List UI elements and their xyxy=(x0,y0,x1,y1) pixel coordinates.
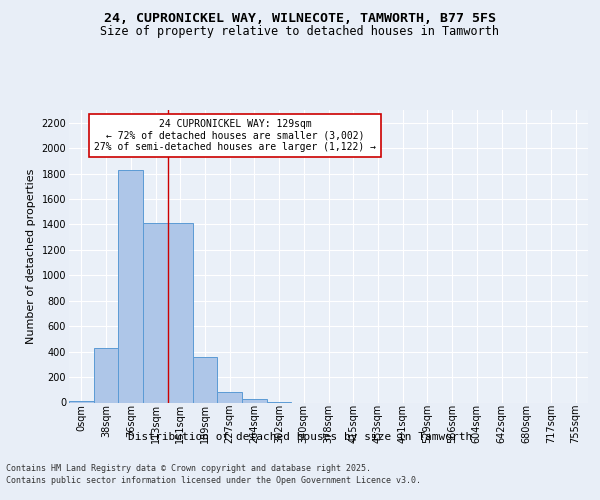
Text: Contains public sector information licensed under the Open Government Licence v3: Contains public sector information licen… xyxy=(6,476,421,485)
Bar xyxy=(143,222,168,402)
Bar xyxy=(118,170,143,402)
Text: Size of property relative to detached houses in Tamworth: Size of property relative to detached ho… xyxy=(101,25,499,38)
Text: 24 CUPRONICKEL WAY: 129sqm
← 72% of detached houses are smaller (3,002)
27% of s: 24 CUPRONICKEL WAY: 129sqm ← 72% of deta… xyxy=(94,119,376,152)
Bar xyxy=(168,222,193,402)
Y-axis label: Number of detached properties: Number of detached properties xyxy=(26,168,36,344)
Text: Distribution of detached houses by size in Tamworth: Distribution of detached houses by size … xyxy=(128,432,472,442)
Bar xyxy=(193,358,217,403)
Bar xyxy=(94,348,118,403)
Text: Contains HM Land Registry data © Crown copyright and database right 2025.: Contains HM Land Registry data © Crown c… xyxy=(6,464,371,473)
Bar xyxy=(69,400,94,402)
Text: 24, CUPRONICKEL WAY, WILNECOTE, TAMWORTH, B77 5FS: 24, CUPRONICKEL WAY, WILNECOTE, TAMWORTH… xyxy=(104,12,496,26)
Bar xyxy=(242,398,267,402)
Bar xyxy=(217,392,242,402)
